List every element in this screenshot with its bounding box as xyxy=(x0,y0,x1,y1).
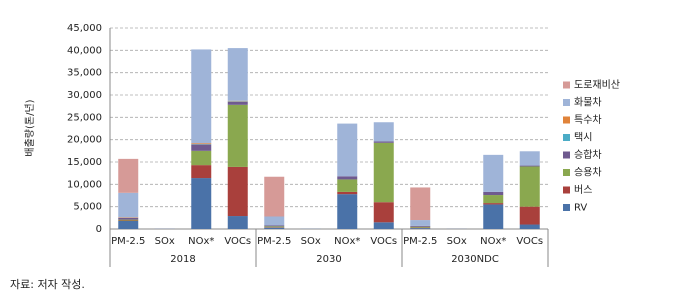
y-tick-label: 30,000 xyxy=(67,90,102,101)
bar-segment xyxy=(373,222,394,229)
x-tick-label: VOCs xyxy=(370,236,397,247)
x-tick-label: SOx xyxy=(301,236,321,247)
bar-segment xyxy=(264,216,285,226)
y-tick-label: 5,000 xyxy=(73,202,102,213)
bar-segment xyxy=(118,220,139,229)
x-tick-label: NOx* xyxy=(334,236,360,247)
bar-segment xyxy=(410,225,431,227)
x-tick-label: NOx* xyxy=(188,236,214,247)
bar-segment xyxy=(410,187,431,221)
bar-segment xyxy=(483,195,504,204)
legend-label: 승합차 xyxy=(574,149,602,161)
bar-segment xyxy=(191,165,212,179)
x-tick-label: SOx xyxy=(447,236,467,247)
x-tick-label: PM-2.5 xyxy=(257,236,291,247)
bar-segment xyxy=(373,122,394,142)
bar-segment xyxy=(118,158,139,193)
bar-segment xyxy=(118,192,139,218)
y-tick-label: 15,000 xyxy=(67,157,102,168)
group-label: 2030 xyxy=(316,254,341,265)
bar-segment xyxy=(227,101,248,105)
legend-swatch xyxy=(563,81,570,89)
group-label: 2030NDC xyxy=(451,254,499,265)
bar-segment xyxy=(337,176,358,180)
bar-segment xyxy=(191,150,212,166)
legend-label: 승용차 xyxy=(574,167,602,179)
bar-segment xyxy=(373,202,394,223)
legend-swatch xyxy=(563,204,570,211)
legend-label: 버스 xyxy=(574,184,592,196)
legend-swatch xyxy=(563,116,570,124)
legend-label: 특수차 xyxy=(574,114,602,126)
bar-segment xyxy=(519,166,540,207)
legend-label: 도로재비산 xyxy=(574,79,620,91)
x-tick-label: VOCs xyxy=(224,236,251,247)
bar-segment xyxy=(191,49,212,144)
x-tick-label: PM-2.5 xyxy=(111,236,145,247)
y-tick-label: 40,000 xyxy=(67,45,102,56)
y-tick-label: 20,000 xyxy=(67,135,102,146)
bar-segment xyxy=(410,228,431,229)
legend-label: 택시 xyxy=(574,132,592,144)
bar-segment xyxy=(519,224,540,229)
y-tick-label: 10,000 xyxy=(67,179,102,190)
legend-swatch xyxy=(563,134,570,141)
bar-segment xyxy=(483,154,504,192)
bar-segment xyxy=(483,204,504,229)
legend-swatch xyxy=(563,99,570,106)
y-tick-label: 35,000 xyxy=(67,68,102,79)
bar-segment xyxy=(373,141,394,143)
bar-segment xyxy=(373,142,394,203)
x-tick-label: SOx xyxy=(155,236,175,247)
bar-segment xyxy=(227,104,248,167)
x-tick-label: PM-2.5 xyxy=(403,236,437,247)
bar-segment xyxy=(264,225,285,227)
bar-segment xyxy=(337,123,358,177)
bar-segment xyxy=(337,179,358,192)
bar-segment xyxy=(264,176,285,217)
source-note: 자료: 저자 작성. xyxy=(10,278,85,291)
bar-segment xyxy=(227,48,248,101)
bar-segment xyxy=(519,151,540,166)
bar-segment xyxy=(519,165,540,167)
legend-swatch xyxy=(563,151,570,159)
bar-segment xyxy=(264,227,285,229)
bar-segment xyxy=(264,226,285,228)
bar-segment xyxy=(227,216,248,229)
bar-segment xyxy=(519,206,540,225)
bar-segment xyxy=(337,191,358,195)
bar-segment xyxy=(410,226,431,228)
y-axis-label: 배출량(톤/년) xyxy=(24,99,36,156)
y-tick-label: 25,000 xyxy=(67,112,102,123)
bar-segment xyxy=(191,178,212,229)
bar-segment xyxy=(483,203,504,205)
bar-segment xyxy=(191,143,212,145)
legend-label: RV xyxy=(574,203,587,214)
legend-label: 화물차 xyxy=(574,97,602,109)
bar-segment xyxy=(483,191,504,196)
bar-segment xyxy=(227,166,248,217)
bar-segment xyxy=(118,219,139,221)
y-tick-label: 0 xyxy=(96,224,102,235)
x-tick-label: VOCs xyxy=(516,236,543,247)
legend-swatch xyxy=(563,186,570,194)
bar-segment xyxy=(191,144,212,151)
legend-swatch xyxy=(563,169,570,176)
bar-segment xyxy=(118,217,139,220)
group-label: 2018 xyxy=(170,254,195,265)
x-tick-label: NOx* xyxy=(480,236,506,247)
bar-segment xyxy=(337,194,358,229)
bar-segment xyxy=(410,220,431,226)
y-tick-label: 45,000 xyxy=(67,23,102,34)
